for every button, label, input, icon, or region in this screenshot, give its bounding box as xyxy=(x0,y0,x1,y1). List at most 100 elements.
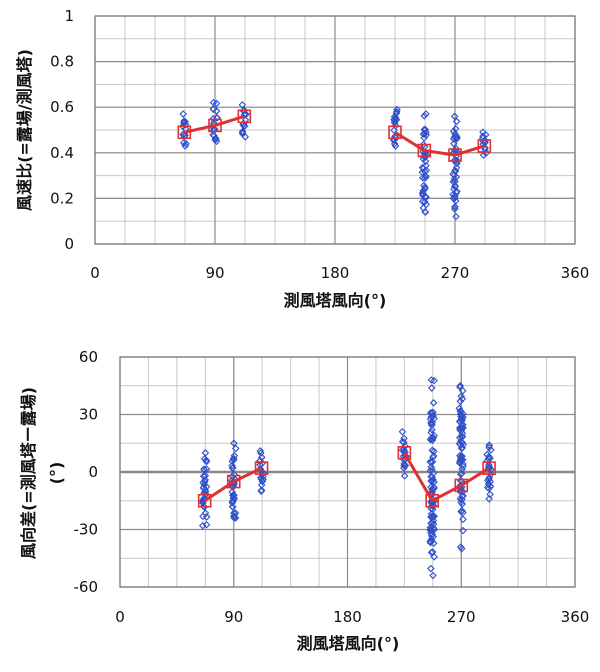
data-point xyxy=(457,427,465,435)
data-point xyxy=(230,439,238,448)
data-point xyxy=(229,503,237,511)
data-point xyxy=(429,520,438,528)
data-point xyxy=(230,451,239,460)
mean-series xyxy=(177,109,492,162)
x-tick-label: 0 xyxy=(115,608,125,626)
data-point xyxy=(212,99,221,108)
data-point xyxy=(422,193,430,202)
y-axis-unit-label: (°) xyxy=(47,462,66,485)
mean-marker xyxy=(477,139,492,153)
data-point xyxy=(257,473,265,482)
x-axis-label: 測風塔風向(°) xyxy=(284,291,387,310)
data-point xyxy=(180,132,189,141)
data-point xyxy=(451,203,459,211)
data-point xyxy=(231,514,240,522)
x-tick-label: 0 xyxy=(90,264,100,282)
y-tick-label: -60 xyxy=(74,578,99,596)
data-point xyxy=(421,198,429,206)
y-tick-label: 0.6 xyxy=(50,98,74,116)
data-point xyxy=(228,461,236,470)
x-axis-label: 測風塔風向(°) xyxy=(297,634,400,653)
y-tick-label: 0 xyxy=(88,463,98,481)
data-point xyxy=(422,131,430,139)
data-point xyxy=(452,117,461,126)
data-point xyxy=(430,447,438,455)
data-point xyxy=(450,175,459,183)
data-point xyxy=(451,177,459,186)
wind-direction-difference-chart: -60 -30 0 30 60 0 90 180 270 360 測風塔風向(°) 風向差(=測… xyxy=(19,348,589,653)
y-tick-label: 0.8 xyxy=(50,53,74,71)
y-tick-label: 0.2 xyxy=(50,189,74,207)
data-point xyxy=(428,548,437,556)
data-point xyxy=(428,501,436,510)
mean-line xyxy=(403,452,490,503)
data-point xyxy=(230,494,239,503)
data-point xyxy=(426,538,435,547)
data-point xyxy=(458,495,466,504)
data-point xyxy=(427,510,436,518)
x-tick-label: 270 xyxy=(447,608,476,626)
y-tick-label: 1 xyxy=(64,7,74,25)
data-point xyxy=(202,465,211,473)
data-point xyxy=(209,105,218,113)
mean-marker xyxy=(397,446,412,460)
data-point xyxy=(456,397,465,406)
data-point xyxy=(419,152,428,160)
mean-line xyxy=(184,114,245,134)
data-point xyxy=(428,446,436,455)
data-point xyxy=(419,187,427,195)
data-point xyxy=(458,395,467,403)
data-point xyxy=(430,524,438,533)
data-point xyxy=(426,435,435,444)
data-point xyxy=(459,515,467,524)
data-point xyxy=(451,124,460,133)
data-point xyxy=(398,427,407,436)
data-point xyxy=(456,470,465,479)
mean-marker xyxy=(254,461,269,475)
data-point xyxy=(421,171,430,180)
x-tick-labels: 0 90 180 270 360 xyxy=(115,608,589,626)
y-tick-label: 0.4 xyxy=(50,144,74,162)
x-tick-label: 90 xyxy=(224,608,243,626)
data-point xyxy=(421,184,429,193)
data-point xyxy=(421,157,430,166)
data-point xyxy=(452,163,461,172)
data-point xyxy=(401,461,410,470)
data-point xyxy=(213,113,221,122)
mean-marker xyxy=(237,109,252,124)
data-point xyxy=(453,134,461,142)
data-point xyxy=(418,197,427,206)
data-point xyxy=(228,488,236,496)
data-point xyxy=(421,125,430,134)
data-point xyxy=(230,509,238,517)
data-point xyxy=(450,112,459,121)
data-point xyxy=(427,465,436,473)
data-point xyxy=(202,513,211,521)
data-point xyxy=(430,478,438,486)
data-point xyxy=(427,458,435,467)
data-point xyxy=(201,477,209,486)
data-point xyxy=(458,424,466,432)
data-point xyxy=(449,135,458,143)
data-point xyxy=(390,112,399,121)
x-tick-labels: 0 90 180 270 360 xyxy=(90,264,589,282)
data-point xyxy=(202,520,211,529)
data-point xyxy=(485,452,493,461)
data-point xyxy=(182,139,190,148)
data-point xyxy=(242,110,250,119)
data-point xyxy=(179,122,187,131)
data-point xyxy=(420,181,428,190)
data-point xyxy=(487,446,495,454)
data-point xyxy=(427,463,435,471)
data-point xyxy=(230,491,238,499)
data-point xyxy=(450,139,458,148)
data-point xyxy=(212,107,221,115)
mean-line xyxy=(203,466,263,503)
data-point xyxy=(400,434,408,443)
data-point xyxy=(391,133,400,142)
data-point xyxy=(449,127,458,136)
data-point xyxy=(452,144,460,153)
data-point xyxy=(390,126,398,134)
y-tick-label: 60 xyxy=(79,348,98,366)
mean-marker xyxy=(417,143,432,158)
